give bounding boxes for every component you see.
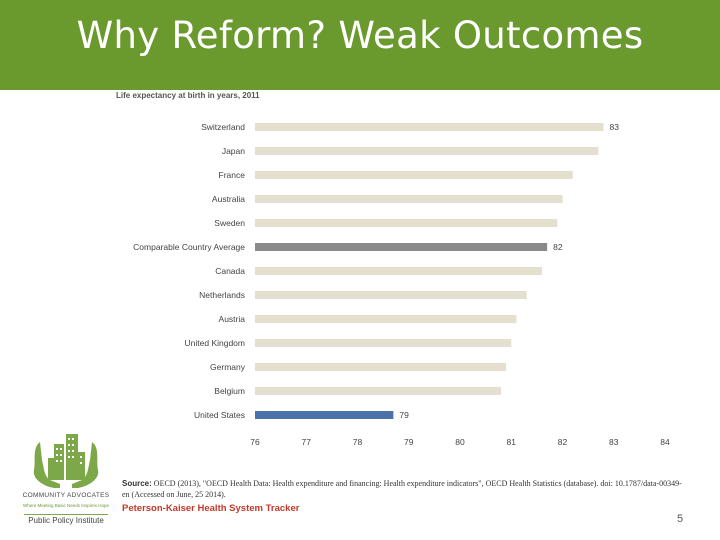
bar — [255, 171, 573, 179]
bar — [255, 315, 517, 323]
x-tick-label: 84 — [660, 437, 670, 447]
bar — [255, 387, 501, 395]
x-tick-label: 77 — [302, 437, 312, 447]
bar — [255, 219, 558, 227]
bar — [255, 267, 542, 275]
life-expectancy-chart: Life expectancy at birth in years, 2011 S… — [110, 88, 678, 458]
category-label: Sweden — [214, 218, 245, 228]
x-tick-label: 82 — [558, 437, 568, 447]
category-label: Switzerland — [201, 122, 245, 132]
category-label: Germany — [210, 362, 246, 372]
data-label: 83 — [610, 122, 620, 132]
bar — [255, 123, 604, 131]
tracker-label: Peterson-Kaiser Health System Tracker — [122, 503, 300, 514]
category-label: Japan — [222, 146, 245, 156]
source-text: OECD (2013), "OECD Health Data: Health e… — [122, 479, 682, 499]
bar — [255, 339, 512, 347]
bar — [255, 291, 527, 299]
bar — [255, 363, 507, 371]
category-label: Comparable Country Average — [133, 242, 245, 252]
x-tick-label: 81 — [507, 437, 517, 447]
category-label: Austria — [219, 314, 246, 324]
community-advocates-logo — [24, 434, 108, 515]
chart-title: Life expectancy at birth in years, 2011 — [116, 91, 260, 100]
category-label: United Kingdom — [185, 338, 245, 348]
logo-org-name: COMMUNITY ADVOCATES — [22, 492, 110, 499]
x-tick-label: 83 — [609, 437, 619, 447]
source-label: Source: — [122, 479, 152, 488]
category-label: Canada — [215, 266, 245, 276]
bar — [255, 243, 548, 251]
logo-tagline: Where Meeting Basic Needs Inspires Hope — [22, 503, 110, 508]
chart-svg: Life expectancy at birth in years, 2011 S… — [116, 91, 670, 447]
data-label: 79 — [399, 410, 409, 420]
slide-title: Why Reform? Weak Outcomes — [76, 14, 644, 57]
logo-sub-name: Public Policy Institute — [28, 516, 104, 525]
category-label: France — [219, 170, 246, 180]
category-label: United States — [194, 410, 245, 420]
category-label: Australia — [212, 194, 245, 204]
x-tick-label: 76 — [250, 437, 260, 447]
x-tick-label: 80 — [455, 437, 465, 447]
category-label: Netherlands — [199, 290, 245, 300]
bar — [255, 411, 394, 419]
category-label: Belgium — [214, 386, 245, 396]
x-tick-label: 78 — [353, 437, 363, 447]
title-bar: Why Reform? Weak Outcomes — [0, 0, 720, 90]
bar — [255, 147, 599, 155]
data-label: 82 — [553, 242, 563, 252]
page-number: 5 — [677, 513, 684, 525]
source-note: Source: OECD (2013), "OECD Health Data: … — [122, 478, 682, 500]
bar — [255, 195, 563, 203]
x-tick-label: 79 — [404, 437, 414, 447]
